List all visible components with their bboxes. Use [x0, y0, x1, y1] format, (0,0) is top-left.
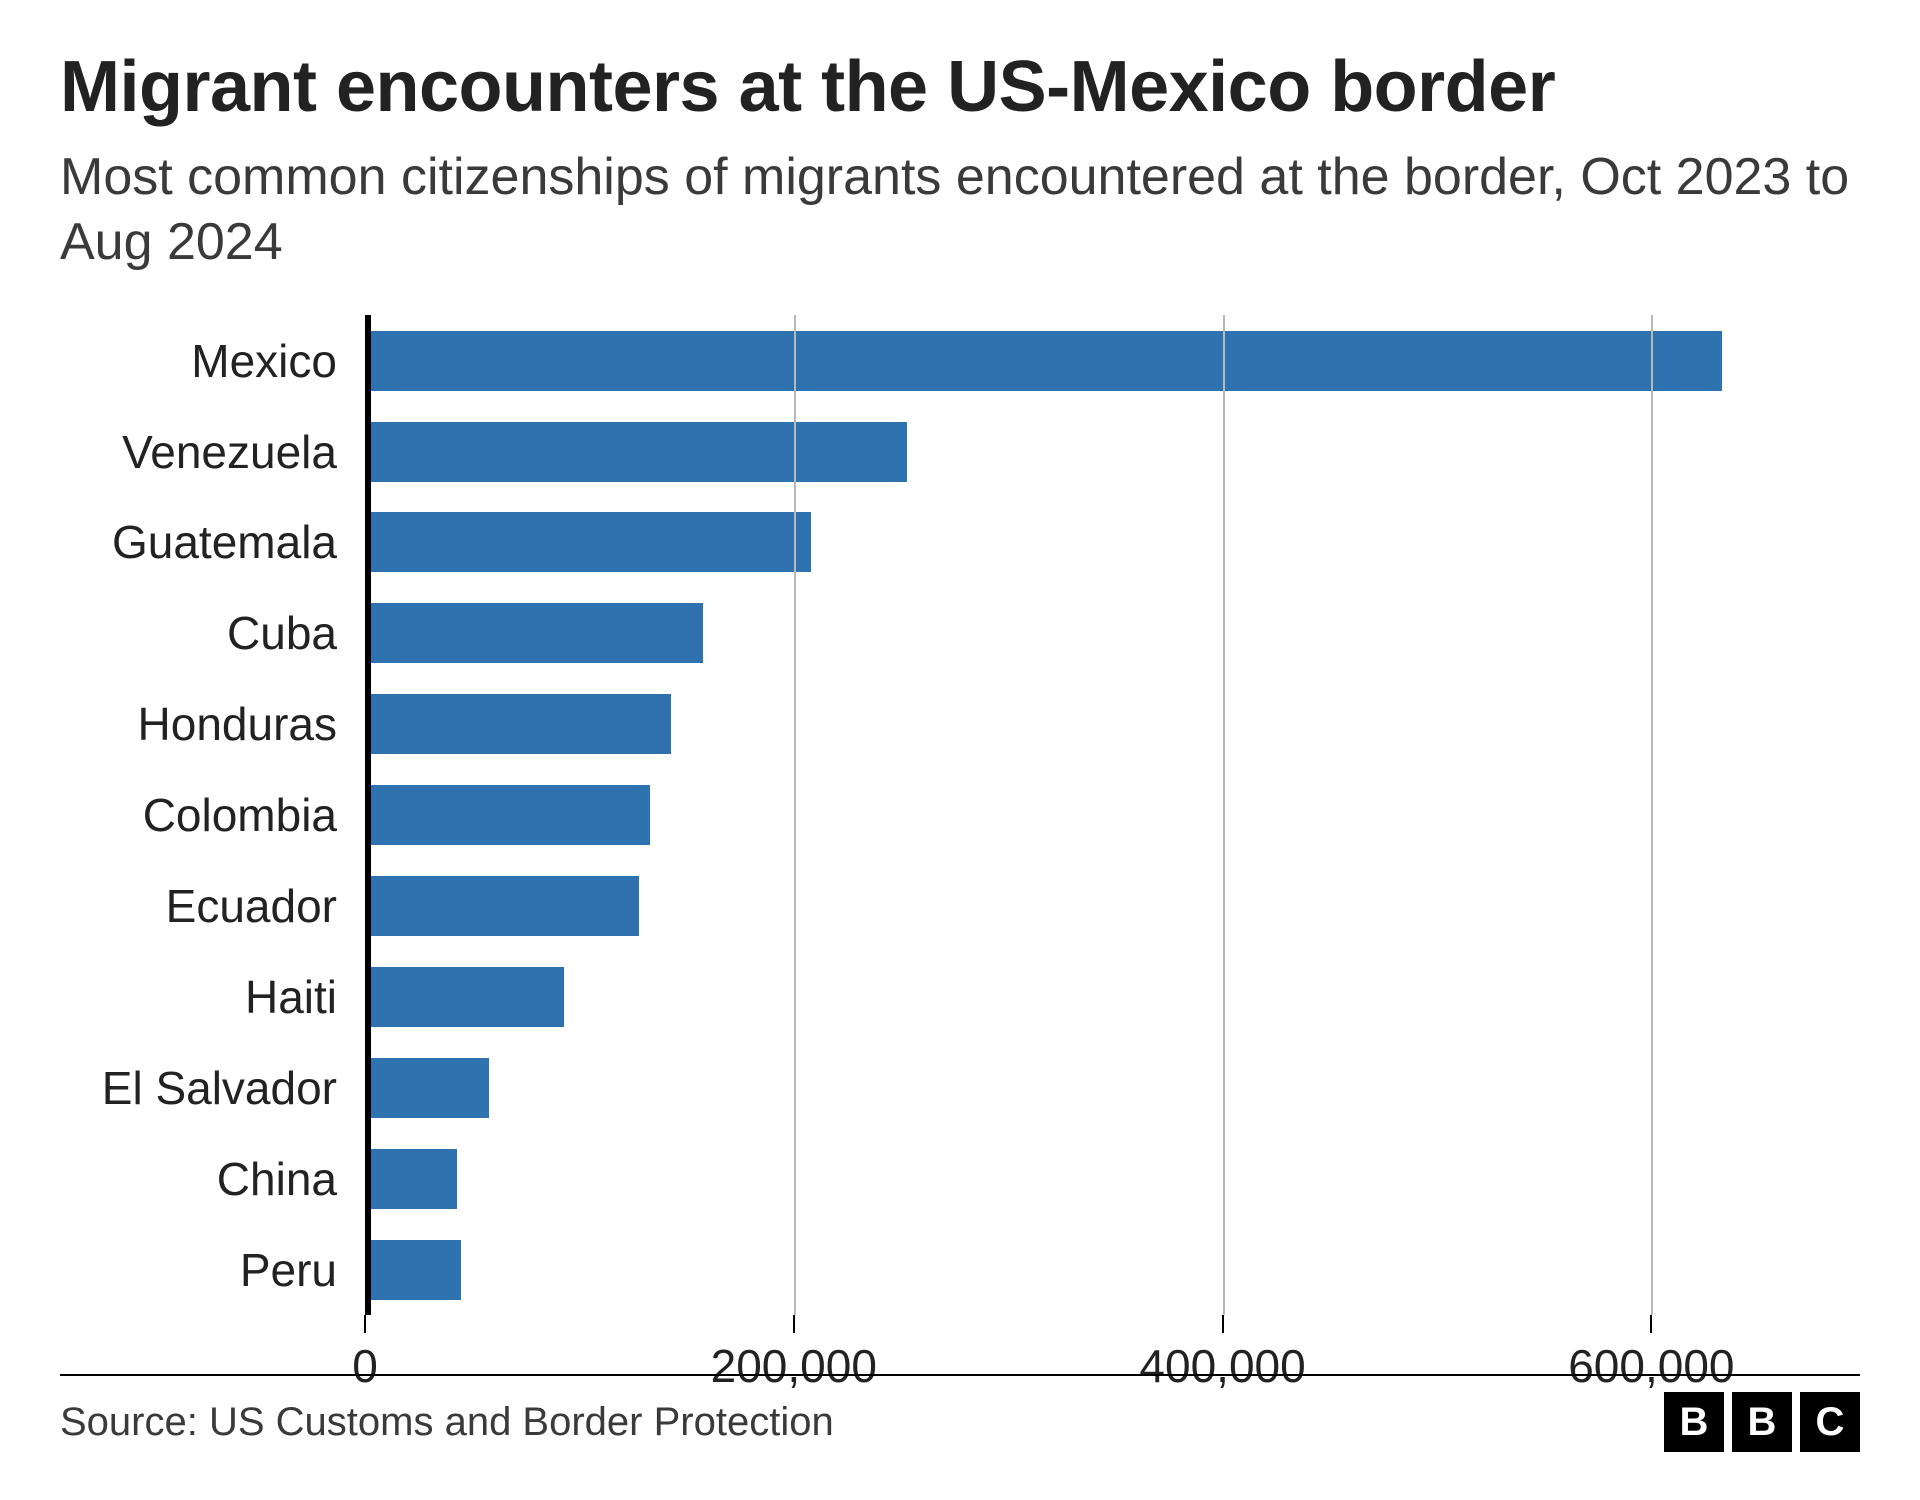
- bbc-logo: BBC: [1664, 1392, 1860, 1452]
- bar: [371, 785, 650, 845]
- gridline: [1223, 315, 1225, 1315]
- category-label: Honduras: [138, 697, 365, 751]
- category-label: China: [217, 1152, 365, 1206]
- category-label: Ecuador: [166, 879, 365, 933]
- bar-row: Ecuador: [365, 870, 1780, 942]
- tick-mark: [364, 1315, 366, 1333]
- bar: [371, 1240, 461, 1300]
- bar-row: Honduras: [365, 688, 1780, 760]
- bar: [371, 1058, 489, 1118]
- bbc-logo-block: B: [1732, 1392, 1792, 1452]
- category-label: Haiti: [245, 970, 365, 1024]
- bar: [371, 1149, 457, 1209]
- bar: [371, 603, 703, 663]
- gridline: [1651, 315, 1653, 1315]
- category-label: Colombia: [143, 788, 365, 842]
- bar-row: Mexico: [365, 325, 1780, 397]
- bar: [371, 331, 1722, 391]
- category-label: Mexico: [191, 334, 365, 388]
- bar-chart: Mexico Venezuela Guatemala Cuba Honduras Colo…: [365, 315, 1780, 1315]
- tick-mark: [1222, 1315, 1224, 1333]
- bar-row: Haiti: [365, 961, 1780, 1033]
- bar-row: China: [365, 1143, 1780, 1215]
- chart-title: Migrant encounters at the US-Mexico bord…: [60, 48, 1860, 127]
- category-label: Venezuela: [122, 425, 365, 479]
- bbc-logo-block: B: [1664, 1392, 1724, 1452]
- bbc-logo-block: C: [1800, 1392, 1860, 1452]
- chart-card: Migrant encounters at the US-Mexico bord…: [0, 0, 1920, 1500]
- bars-container: Mexico Venezuela Guatemala Cuba Honduras Colo…: [365, 315, 1780, 1315]
- bar: [371, 876, 639, 936]
- bar: [371, 967, 564, 1027]
- category-label: El Salvador: [102, 1061, 365, 1115]
- category-label: Cuba: [227, 606, 365, 660]
- bar-row: El Salvador: [365, 1052, 1780, 1124]
- source-label: Source: US Customs and Border Protection: [60, 1400, 834, 1445]
- chart-footer: Source: US Customs and Border Protection…: [60, 1374, 1860, 1452]
- bar-row: Venezuela: [365, 416, 1780, 488]
- bar: [371, 512, 811, 572]
- bar-row: Colombia: [365, 779, 1780, 851]
- bar-row: Peru: [365, 1234, 1780, 1306]
- category-label: Peru: [240, 1243, 365, 1297]
- chart-subtitle: Most common citizenships of migrants enc…: [60, 145, 1860, 275]
- bar: [371, 422, 907, 482]
- category-label: Guatemala: [112, 515, 365, 569]
- gridline: [794, 315, 796, 1315]
- bar-row: Cuba: [365, 597, 1780, 669]
- tick-mark: [1650, 1315, 1652, 1333]
- bar: [371, 694, 671, 754]
- bar-row: Guatemala: [365, 506, 1780, 578]
- tick-mark: [793, 1315, 795, 1333]
